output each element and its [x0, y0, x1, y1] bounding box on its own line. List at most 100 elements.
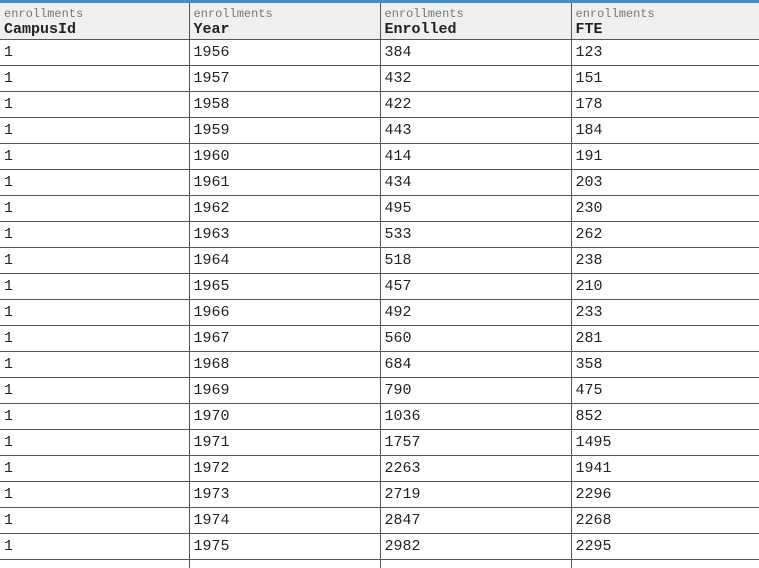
cell-enrolled[interactable]: 533 [380, 221, 572, 248]
cell-campusid[interactable]: 1 [0, 533, 190, 560]
cell-campusid[interactable]: 1 [0, 273, 190, 300]
cell-fte[interactable]: 210 [571, 273, 759, 300]
cell-year[interactable]: 1968 [189, 351, 381, 378]
table-row[interactable]: 1 1967 560 281 [0, 325, 759, 352]
cell-campusid[interactable]: 1 [0, 351, 190, 378]
cell-campusid[interactable]: 1 [0, 429, 190, 456]
table-row[interactable]: 1 1970 1036 852 [0, 403, 759, 430]
cell-year[interactable]: 1965 [189, 273, 381, 300]
table-row[interactable]: 1 1956 384 123 [0, 39, 759, 66]
cell-year[interactable] [189, 559, 381, 568]
cell-enrolled[interactable]: 2982 [380, 533, 572, 560]
table-row[interactable]: 1 1971 1757 1495 [0, 429, 759, 456]
cell-year[interactable]: 1960 [189, 143, 381, 170]
cell-fte[interactable]: 1941 [571, 455, 759, 482]
cell-fte[interactable]: 262 [571, 221, 759, 248]
table-row[interactable]: 1 1966 492 233 [0, 299, 759, 326]
cell-year[interactable]: 1963 [189, 221, 381, 248]
cell-year[interactable]: 1967 [189, 325, 381, 352]
cell-enrolled[interactable]: 790 [380, 377, 572, 404]
cell-enrolled[interactable]: 2263 [380, 455, 572, 482]
cell-year[interactable]: 1962 [189, 195, 381, 222]
cell-enrolled[interactable]: 1757 [380, 429, 572, 456]
table-row[interactable] [0, 559, 759, 568]
cell-year[interactable]: 1972 [189, 455, 381, 482]
cell-enrolled[interactable]: 384 [380, 39, 572, 66]
cell-fte[interactable]: 233 [571, 299, 759, 326]
table-row[interactable]: 1 1963 533 262 [0, 221, 759, 248]
cell-fte[interactable]: 184 [571, 117, 759, 144]
cell-fte[interactable]: 203 [571, 169, 759, 196]
cell-fte[interactable]: 238 [571, 247, 759, 274]
cell-enrolled[interactable]: 422 [380, 91, 572, 118]
cell-campusid[interactable]: 1 [0, 507, 190, 534]
cell-year[interactable]: 1970 [189, 403, 381, 430]
cell-fte[interactable]: 151 [571, 65, 759, 92]
cell-year[interactable]: 1966 [189, 299, 381, 326]
cell-campusid[interactable]: 1 [0, 247, 190, 274]
cell-fte[interactable]: 2296 [571, 481, 759, 508]
cell-fte[interactable]: 178 [571, 91, 759, 118]
cell-enrolled[interactable]: 432 [380, 65, 572, 92]
table-row[interactable]: 1 1972 2263 1941 [0, 455, 759, 482]
table-row[interactable]: 1 1964 518 238 [0, 247, 759, 274]
table-row[interactable]: 1 1959 443 184 [0, 117, 759, 144]
cell-campusid[interactable]: 1 [0, 221, 190, 248]
table-row[interactable]: 1 1969 790 475 [0, 377, 759, 404]
cell-campusid[interactable] [0, 559, 190, 568]
cell-fte[interactable]: 475 [571, 377, 759, 404]
column-header-year[interactable]: enrollments Year [189, 3, 381, 40]
cell-fte[interactable]: 2295 [571, 533, 759, 560]
cell-fte[interactable]: 1495 [571, 429, 759, 456]
cell-enrolled[interactable]: 457 [380, 273, 572, 300]
table-row[interactable]: 1 1974 2847 2268 [0, 507, 759, 534]
cell-campusid[interactable]: 1 [0, 403, 190, 430]
table-row[interactable]: 1 1958 422 178 [0, 91, 759, 118]
cell-campusid[interactable]: 1 [0, 91, 190, 118]
table-row[interactable]: 1 1968 684 358 [0, 351, 759, 378]
table-row[interactable]: 1 1960 414 191 [0, 143, 759, 170]
cell-enrolled[interactable] [380, 559, 572, 568]
cell-campusid[interactable]: 1 [0, 299, 190, 326]
cell-fte[interactable]: 358 [571, 351, 759, 378]
table-row[interactable]: 1 1973 2719 2296 [0, 481, 759, 508]
table-row[interactable]: 1 1957 432 151 [0, 65, 759, 92]
cell-enrolled[interactable]: 2719 [380, 481, 572, 508]
cell-year[interactable]: 1961 [189, 169, 381, 196]
cell-enrolled[interactable]: 560 [380, 325, 572, 352]
cell-fte[interactable]: 281 [571, 325, 759, 352]
cell-campusid[interactable]: 1 [0, 39, 190, 66]
cell-year[interactable]: 1974 [189, 507, 381, 534]
cell-enrolled[interactable]: 492 [380, 299, 572, 326]
cell-fte[interactable] [571, 559, 759, 568]
column-header-enrolled[interactable]: enrollments Enrolled [380, 3, 572, 40]
cell-campusid[interactable]: 1 [0, 65, 190, 92]
cell-enrolled[interactable]: 414 [380, 143, 572, 170]
cell-enrolled[interactable]: 684 [380, 351, 572, 378]
table-row[interactable]: 1 1965 457 210 [0, 273, 759, 300]
cell-year[interactable]: 1969 [189, 377, 381, 404]
cell-year[interactable]: 1958 [189, 91, 381, 118]
cell-enrolled[interactable]: 1036 [380, 403, 572, 430]
cell-enrolled[interactable]: 495 [380, 195, 572, 222]
cell-year[interactable]: 1956 [189, 39, 381, 66]
cell-year[interactable]: 1973 [189, 481, 381, 508]
cell-fte[interactable]: 123 [571, 39, 759, 66]
cell-campusid[interactable]: 1 [0, 377, 190, 404]
cell-year[interactable]: 1957 [189, 65, 381, 92]
cell-year[interactable]: 1971 [189, 429, 381, 456]
cell-campusid[interactable]: 1 [0, 195, 190, 222]
cell-fte[interactable]: 191 [571, 143, 759, 170]
cell-enrolled[interactable]: 518 [380, 247, 572, 274]
cell-enrolled[interactable]: 443 [380, 117, 572, 144]
cell-campusid[interactable]: 1 [0, 143, 190, 170]
cell-campusid[interactable]: 1 [0, 325, 190, 352]
column-header-campusid[interactable]: enrollments CampusId [0, 3, 190, 40]
cell-enrolled[interactable]: 2847 [380, 507, 572, 534]
cell-fte[interactable]: 230 [571, 195, 759, 222]
table-row[interactable]: 1 1961 434 203 [0, 169, 759, 196]
cell-year[interactable]: 1964 [189, 247, 381, 274]
cell-campusid[interactable]: 1 [0, 481, 190, 508]
table-row[interactable]: 1 1962 495 230 [0, 195, 759, 222]
cell-enrolled[interactable]: 434 [380, 169, 572, 196]
